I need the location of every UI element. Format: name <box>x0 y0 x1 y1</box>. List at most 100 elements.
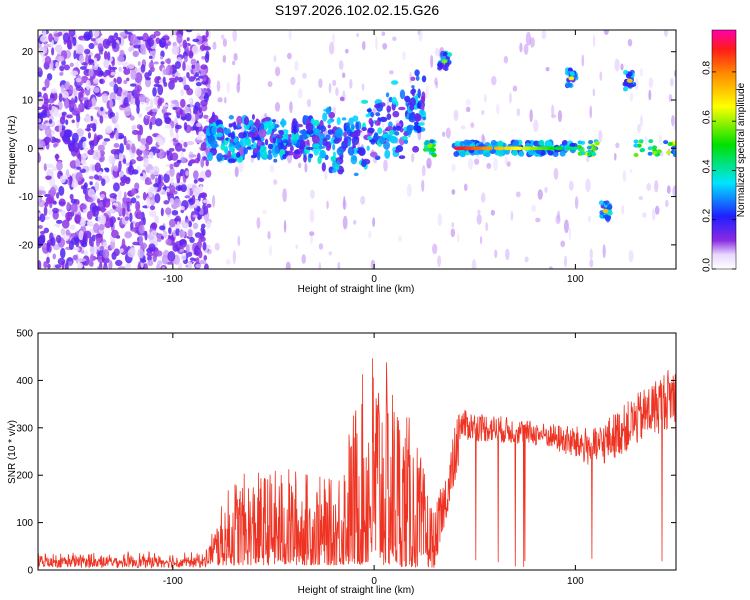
spectrogram-cell <box>548 266 553 269</box>
spectrogram-cell <box>202 241 207 251</box>
spectrogram-cell <box>75 158 80 167</box>
spectrogram-cell <box>38 234 45 245</box>
spectrogram-cell <box>180 98 186 108</box>
spectrogram-cell <box>93 174 99 180</box>
spectrogram-cell <box>399 89 406 100</box>
spectrogram-cell <box>144 181 153 185</box>
spectrogram-cell <box>220 34 225 40</box>
spectrogram-cell <box>146 37 155 47</box>
spectrogram-cell <box>386 113 392 120</box>
spectrogram-cell <box>312 134 320 144</box>
spectrogram-cell <box>274 124 280 128</box>
spectrogram-cell <box>118 160 122 172</box>
spectrogram-cell <box>598 200 604 206</box>
spectrogram-cell <box>505 248 510 261</box>
spectrogram-cell <box>115 129 119 141</box>
spectrogram-cell <box>139 124 144 136</box>
spectrogram-cell <box>121 238 126 250</box>
spectrogram-cell <box>356 33 359 38</box>
spectrogram-cell <box>93 133 98 144</box>
spectrogram-cell <box>416 125 422 134</box>
spectrogram-cell <box>203 255 208 261</box>
spectrogram-cell <box>182 75 187 87</box>
spectrogram-cell <box>497 146 504 151</box>
spectrogram-cell <box>361 159 367 168</box>
spectrogram-cell <box>232 30 237 42</box>
spectrogram-cell <box>165 66 169 76</box>
spectrogram-cell <box>366 108 372 113</box>
spectrogram-cell <box>216 153 224 162</box>
spectrogram-cell <box>144 143 150 152</box>
spectrogram-cell <box>416 102 421 109</box>
spectrogram-cell <box>108 154 116 165</box>
spectrogram-cell <box>167 184 176 194</box>
spectrogram-cell <box>483 93 487 103</box>
spectrogram-cell <box>409 97 416 107</box>
spectrogram-cell <box>147 259 154 267</box>
spectrogram-cell <box>48 97 55 104</box>
spectrogram-cell <box>282 188 287 203</box>
spectrogram-cell <box>154 177 159 185</box>
spectrogram-cell <box>202 75 207 82</box>
spectrogram-cell <box>326 119 332 125</box>
spectrogram-cell <box>592 88 596 97</box>
spectrogram-cell <box>97 265 102 269</box>
spectrogram-cell <box>515 191 521 198</box>
spectrogram-cell <box>146 111 154 116</box>
spectrogram-cell <box>251 113 255 120</box>
spectrogram-cell <box>587 152 593 157</box>
spectrogram-cell <box>93 222 100 234</box>
spectrogram-cell <box>185 251 193 257</box>
colorbar-axis: 0.0 0.2 0.4 0.6 0.8 <box>702 60 736 272</box>
spectrogram-cell <box>178 43 183 48</box>
spectrogram-cell <box>131 187 136 196</box>
spectrogram-cell <box>52 207 59 214</box>
spectrogram-y-label: Frequency (Hz) <box>7 116 18 185</box>
spectrogram-cell <box>360 99 369 104</box>
spectrogram-cell <box>87 132 92 139</box>
spectrogram-cell <box>187 229 193 238</box>
spectrogram-cell <box>345 122 350 131</box>
spectrogram-cell <box>260 141 265 146</box>
spectrogram-cell <box>195 257 200 264</box>
spectrogram-cell <box>381 120 385 129</box>
spectrogram-cell <box>69 62 75 67</box>
spectrogram-cell <box>267 230 271 240</box>
spectrogram-cell <box>78 104 82 111</box>
spectrogram-cell <box>557 110 563 123</box>
spectrogram-cell <box>128 63 135 69</box>
spectrogram-cell <box>467 158 474 170</box>
spectrogram-cell <box>518 150 525 157</box>
spectrogram-cell <box>38 106 43 111</box>
spectrogram-cell <box>232 250 236 264</box>
spectrogram-cell <box>293 149 301 155</box>
spectrogram-cell <box>177 262 183 269</box>
spectrogram-cell <box>615 142 620 149</box>
spectrogram-cell <box>140 259 147 263</box>
spectrogram-cell <box>118 152 124 162</box>
spectrogram-cell <box>45 175 52 180</box>
spectrogram-cell <box>217 97 223 103</box>
spectrogram-cell <box>99 245 105 251</box>
spectrogram-cell <box>545 67 550 72</box>
spectrogram-cell <box>233 53 238 61</box>
spectrogram-cell <box>378 135 386 145</box>
spectrogram-cell <box>58 123 63 133</box>
spectrogram-cell <box>110 71 116 76</box>
spectrogram-cell <box>623 69 629 75</box>
spectrogram-cell <box>223 128 231 135</box>
spectrogram-cell <box>44 78 50 89</box>
spectrogram-cell <box>243 147 249 155</box>
spectrogram-cell <box>101 257 110 264</box>
spectrogram-cell <box>129 212 133 223</box>
spectrogram-cell <box>437 255 442 267</box>
spectrogram-cell <box>434 77 438 86</box>
spectrogram-cell <box>160 50 165 58</box>
spectrogram-cell <box>656 149 662 154</box>
spectrogram-cell <box>271 119 277 123</box>
spectrogram-cell <box>42 86 47 91</box>
spectrogram-cell <box>57 257 66 266</box>
spectrogram-cell <box>274 102 281 112</box>
spectrogram-cell <box>127 93 132 103</box>
spectrogram-cell <box>46 242 50 252</box>
